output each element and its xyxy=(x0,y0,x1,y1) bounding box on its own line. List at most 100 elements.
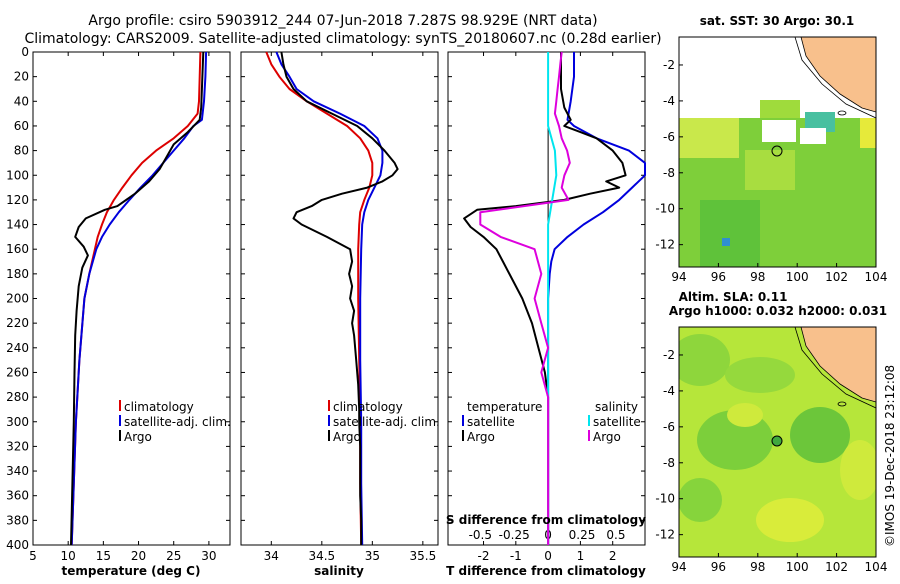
depth-tick-label: 240 xyxy=(6,341,29,355)
map-x-tick-label: 96 xyxy=(711,270,726,284)
map-x-tick-label: 104 xyxy=(865,560,888,574)
x-tick-label: 0 xyxy=(544,549,552,563)
legend-label-s-satellite: satellite xyxy=(593,415,641,429)
top-x-tick-label: 0.5 xyxy=(606,528,625,542)
map-x-tick-label: 98 xyxy=(750,270,765,284)
depth-tick-label: 200 xyxy=(6,292,29,306)
sst-warm-patch xyxy=(745,150,795,190)
top-x-tick-label: 0.25 xyxy=(569,528,596,542)
depth-tick-label: 80 xyxy=(14,144,29,158)
imos-timestamp: ©IMOS 19-Dec-2018 23:12:08 xyxy=(883,365,897,547)
top-x-tick-label: -0.5 xyxy=(469,528,492,542)
temperature-legend: climatology satellite-adj. clim. Argo xyxy=(119,400,231,444)
map-y-tick-label: -10 xyxy=(655,492,675,506)
sla-low-patch xyxy=(679,334,730,386)
map-x-tick-label: 100 xyxy=(786,560,809,574)
depth-tick-label: 140 xyxy=(6,218,29,232)
depth-tick-label: 400 xyxy=(6,538,29,552)
map-y-tick-label: -8 xyxy=(663,456,675,470)
map-y-tick-label: -2 xyxy=(663,348,675,362)
legend-label-argo: Argo xyxy=(333,430,361,444)
map-x-tick-label: 98 xyxy=(750,560,765,574)
depth-tick-label: 120 xyxy=(6,193,29,207)
x-tick-label: 15 xyxy=(96,549,111,563)
sla-map-title-line1: Altim. SLA: 0.11 xyxy=(679,290,788,304)
depth-tick-label: 0 xyxy=(21,45,29,59)
sst-map-frame xyxy=(678,36,877,268)
legend-label-t-satellite: satellite xyxy=(467,415,515,429)
depth-tick-label: 340 xyxy=(6,464,29,478)
depth-tick-label: 320 xyxy=(6,439,29,453)
x-tick-label: 35.5 xyxy=(409,549,436,563)
sst-cloud-gap xyxy=(762,120,796,142)
sst-map: 94 96 98 100 102 104 -2 -4 -6 -8 -10 -12 xyxy=(655,36,887,284)
sumatra-landmass xyxy=(800,327,876,403)
legend-label-s-argo: Argo xyxy=(593,430,621,444)
x-tick-label: 10 xyxy=(61,549,76,563)
coastline-offset xyxy=(794,327,876,409)
sla-high-patch xyxy=(727,403,763,427)
legend-label-t-argo: Argo xyxy=(467,430,495,444)
map-x-tick-label: 102 xyxy=(825,270,848,284)
sla-high-patch xyxy=(756,498,824,542)
salinity-panel: 34 34.5 35 35.5 xyxy=(240,51,439,563)
sla-high-patch xyxy=(840,440,876,500)
depth-tick-label: 220 xyxy=(6,316,29,330)
legend-title-temperature: temperature xyxy=(467,400,542,414)
difference-top-xlabel: S difference from climatology xyxy=(446,513,646,527)
map-x-tick-label: 104 xyxy=(865,270,888,284)
plot-frame xyxy=(447,51,646,546)
argo-location-marker xyxy=(771,435,783,447)
x-tick-label: 34 xyxy=(264,549,279,563)
top-x-tick-label: -0.25 xyxy=(499,528,530,542)
argo-location-marker xyxy=(771,145,783,157)
sla-map-frame xyxy=(678,326,877,558)
depth-tick-label: 180 xyxy=(6,267,29,281)
series-line-temperature-argo xyxy=(463,52,627,545)
map-y-tick-label: -10 xyxy=(655,202,675,216)
map-x-tick-label: 100 xyxy=(786,270,809,284)
map-y-tick-label: -12 xyxy=(655,528,675,542)
map-x-tick-label: 94 xyxy=(671,560,686,574)
map-y-tick-label: -6 xyxy=(663,130,675,144)
map-x-tick-label: 96 xyxy=(711,560,726,574)
sla-field xyxy=(679,327,876,542)
legend-label-satellite: satellite-adj. clim. xyxy=(124,415,231,429)
sst-map-title: sat. SST: 30 Argo: 30.1 xyxy=(700,14,854,28)
sst-patch xyxy=(805,112,835,132)
sla-low-patch xyxy=(725,357,795,393)
sst-warm-patch xyxy=(860,118,876,148)
sumatra-landmass xyxy=(800,37,876,113)
x-tick-label: -2 xyxy=(478,549,490,563)
depth-tick-label: 20 xyxy=(14,70,29,84)
depth-tick-label: 160 xyxy=(6,242,29,256)
legend-title-salinity: salinity xyxy=(595,400,638,414)
series-line-climatology xyxy=(265,51,374,546)
x-tick-label: 20 xyxy=(131,549,146,563)
depth-tick-label: 380 xyxy=(6,513,29,527)
series-line-temperature-satellite xyxy=(547,52,646,545)
series-line-satellite-adj-clim- xyxy=(275,51,384,546)
salinity-xlabel: salinity xyxy=(314,564,364,578)
map-x-tick-label: 94 xyxy=(671,270,686,284)
series-line-argo xyxy=(70,51,205,546)
map-y-tick-label: -6 xyxy=(663,420,675,434)
legend-label-climatology: climatology xyxy=(124,400,194,414)
depth-tick-label: 360 xyxy=(6,489,29,503)
x-tick-label: 35 xyxy=(365,549,380,563)
depth-tick-label: 60 xyxy=(14,119,29,133)
depth-tick-label: 40 xyxy=(14,94,29,108)
sst-patch xyxy=(760,100,800,118)
series-line-salinity-argo xyxy=(479,51,571,545)
temperature-xlabel: temperature (deg C) xyxy=(62,564,201,578)
sla-map-title-line2: Argo h1000: 0.032 h2000: 0.031 xyxy=(669,304,887,318)
sla-low-patch xyxy=(679,478,722,522)
island-outline xyxy=(837,110,847,116)
plot-frame xyxy=(240,51,439,546)
temperature-panel: 5 10 15 20 25 30 xyxy=(29,51,231,563)
series-line-argo xyxy=(280,51,399,545)
sst-field xyxy=(679,37,876,267)
sst-cloud-gap xyxy=(800,128,826,144)
sst-map-axes: 94 96 98 100 102 104 -2 -4 -6 -8 -10 -12 xyxy=(655,58,887,284)
